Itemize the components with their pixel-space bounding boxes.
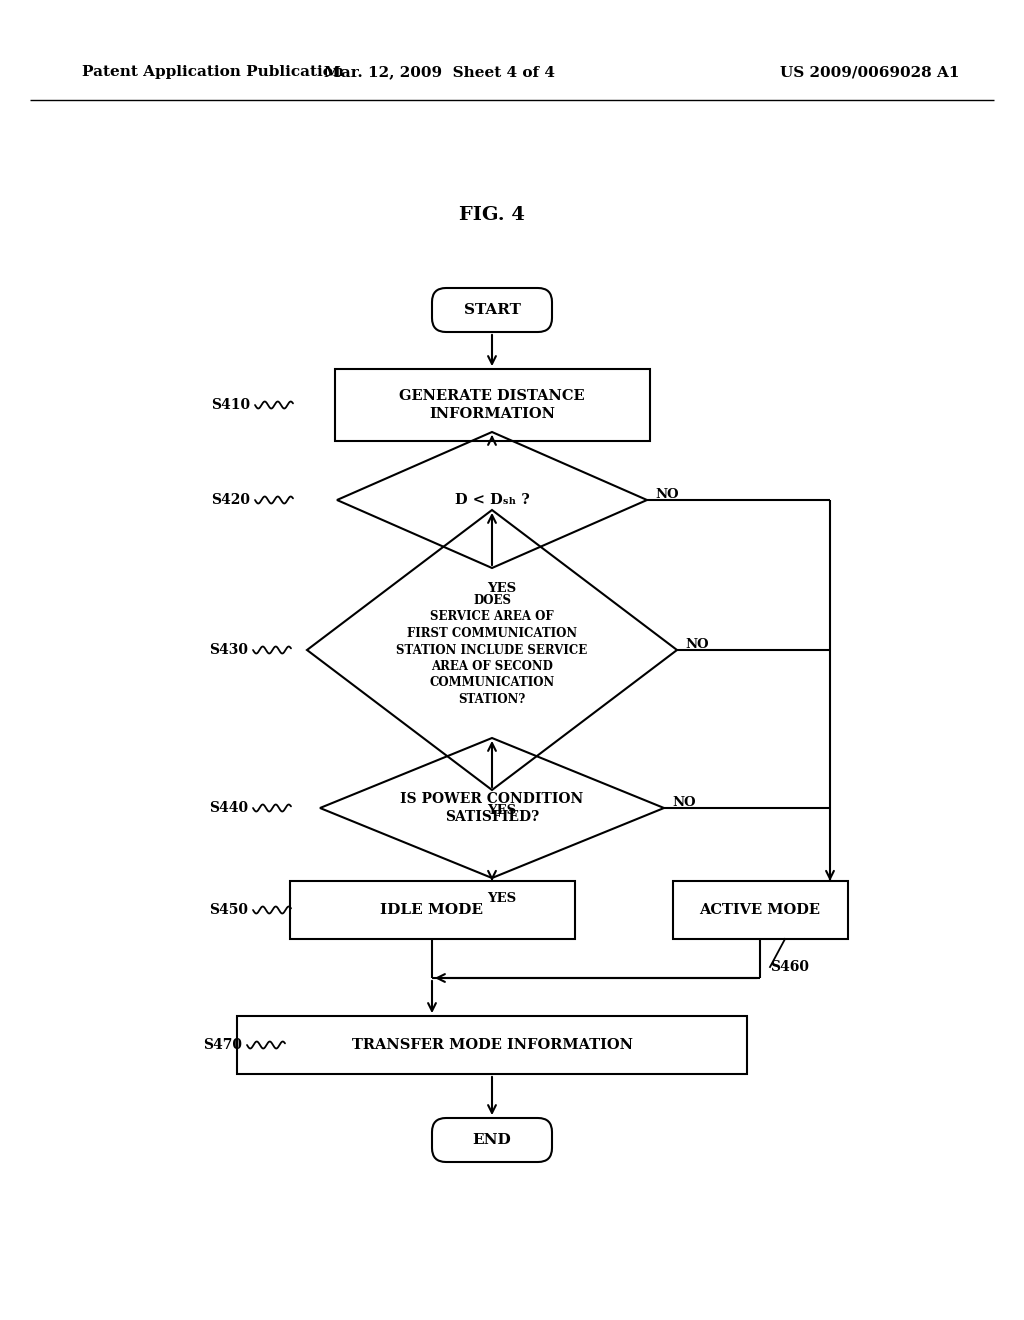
- Text: YES: YES: [487, 804, 516, 817]
- Text: US 2009/0069028 A1: US 2009/0069028 A1: [780, 65, 959, 79]
- Text: Mar. 12, 2009  Sheet 4 of 4: Mar. 12, 2009 Sheet 4 of 4: [325, 65, 555, 79]
- Bar: [237, 1016, 746, 1074]
- Bar: [335, 370, 649, 441]
- Text: S430: S430: [209, 643, 248, 657]
- Text: YES: YES: [487, 582, 516, 595]
- Text: START: START: [464, 304, 520, 317]
- Text: NO: NO: [672, 796, 695, 808]
- Text: DOES
SERVICE AREA OF
FIRST COMMUNICATION
STATION INCLUDE SERVICE
AREA OF SECOND
: DOES SERVICE AREA OF FIRST COMMUNICATION…: [396, 594, 588, 706]
- Text: Patent Application Publication: Patent Application Publication: [82, 65, 344, 79]
- Text: D < Dₛₕ ?: D < Dₛₕ ?: [455, 492, 529, 507]
- Text: FIG. 4: FIG. 4: [459, 206, 525, 224]
- Text: NO: NO: [685, 638, 709, 651]
- Text: S410: S410: [211, 399, 250, 412]
- Text: S450: S450: [209, 903, 248, 917]
- Text: ACTIVE MODE: ACTIVE MODE: [699, 903, 820, 917]
- Text: YES: YES: [487, 892, 516, 906]
- Text: S420: S420: [211, 492, 250, 507]
- Text: IS POWER CONDITION
SATISFIED?: IS POWER CONDITION SATISFIED?: [400, 792, 584, 824]
- Bar: [290, 880, 574, 939]
- Text: TRANSFER MODE INFORMATION: TRANSFER MODE INFORMATION: [351, 1038, 633, 1052]
- Text: S440: S440: [209, 801, 248, 814]
- Text: S460: S460: [770, 960, 809, 974]
- Bar: [673, 880, 848, 939]
- Text: END: END: [473, 1133, 511, 1147]
- Text: S470: S470: [203, 1038, 242, 1052]
- Text: IDLE MODE: IDLE MODE: [381, 903, 483, 917]
- Text: GENERATE DISTANCE
INFORMATION: GENERATE DISTANCE INFORMATION: [399, 389, 585, 421]
- Text: NO: NO: [655, 487, 679, 500]
